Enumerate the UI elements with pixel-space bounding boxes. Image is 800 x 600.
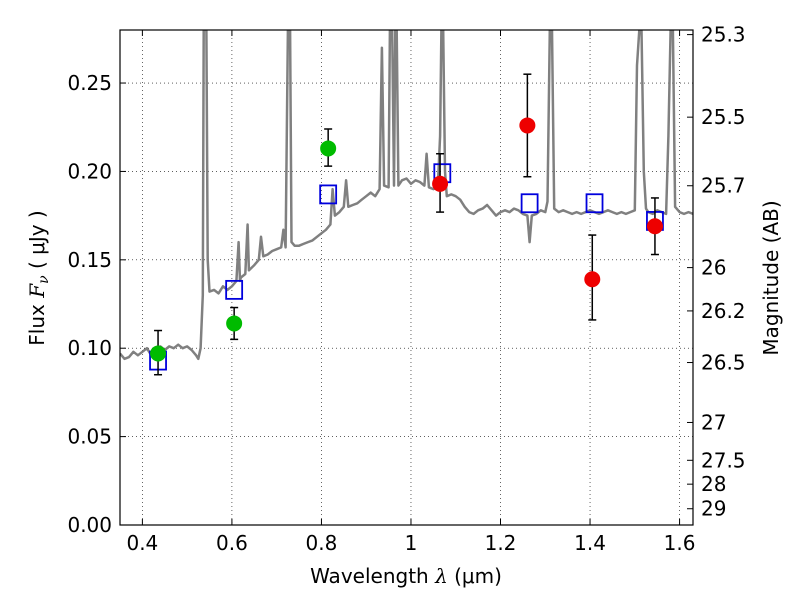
observed-point-red (584, 271, 601, 288)
grid (120, 30, 693, 526)
spectrum-line (120, 30, 693, 361)
y2-tick-label: 26.2 (701, 299, 746, 323)
x-tick-label: 1.2 (485, 531, 517, 555)
x-tick-label: 1 (405, 531, 418, 555)
x-axis-label-unit: (μm) (448, 564, 502, 588)
observed-point-green (226, 315, 243, 332)
x-axis-label: Wavelength λ (μm) (310, 564, 502, 588)
y-axis-label-unit: ( μJy ) (25, 210, 49, 275)
x-axis-label-text: Wavelength (310, 564, 435, 588)
observed-point-red (432, 175, 449, 192)
y2-tick-label: 25.3 (701, 23, 746, 47)
y2-tick-label: 28 (701, 472, 726, 496)
y-axis-label-symbol: F (25, 283, 49, 299)
y2-tick-label: 25.7 (701, 174, 746, 198)
model-flux-square (319, 184, 338, 205)
y2-tick-label: 25.5 (701, 105, 746, 129)
observed-point-red (519, 117, 536, 134)
y-axis-label-subscript: ν (36, 275, 52, 284)
plot-frame (119, 29, 694, 526)
y2-axis-label: Magnitude (AB) (759, 200, 783, 355)
spectrum-series (120, 30, 693, 361)
axis-ticks: 0.4 0.6 0.8 1 1.2 1.4 1.6 0.00 0.05 0.10 0.15 0.20 0… (67, 23, 745, 555)
observed-point-green (320, 140, 337, 157)
y-tick-label: 0.20 (67, 159, 112, 183)
observed-point-red (646, 218, 663, 235)
x-tick-label: 0.4 (126, 531, 158, 555)
y-tick-label: 0.25 (67, 71, 112, 95)
observed-point-green (150, 345, 167, 362)
y-tick-label: 0.05 (67, 425, 112, 449)
x-tick-label: 0.6 (216, 531, 248, 555)
y2-tick-label: 27 (701, 410, 726, 434)
x-tick-label: 0.8 (306, 531, 338, 555)
y2-tick-label: 26.5 (701, 351, 746, 375)
y-tick-label: 0.15 (67, 248, 112, 272)
y-tick-label: 0.10 (67, 336, 112, 360)
x-axis-label-symbol: λ (434, 564, 448, 588)
photometry-markers (149, 73, 664, 376)
y-axis-label: Flux Fν ( μJy ) (25, 210, 52, 345)
y2-tick-label: 27.5 (701, 448, 746, 472)
x-tick-label: 1.6 (664, 531, 696, 555)
model-flux-square (225, 279, 244, 300)
y2-tick-label: 26 (701, 256, 726, 280)
y-axis-label-text: Flux (25, 298, 49, 346)
y2-tick-label: 29 (701, 497, 726, 521)
y-tick-label: 0.00 (67, 513, 112, 537)
x-tick-label: 1.4 (574, 531, 606, 555)
model-flux-square (585, 193, 604, 214)
model-flux-square (520, 193, 539, 214)
